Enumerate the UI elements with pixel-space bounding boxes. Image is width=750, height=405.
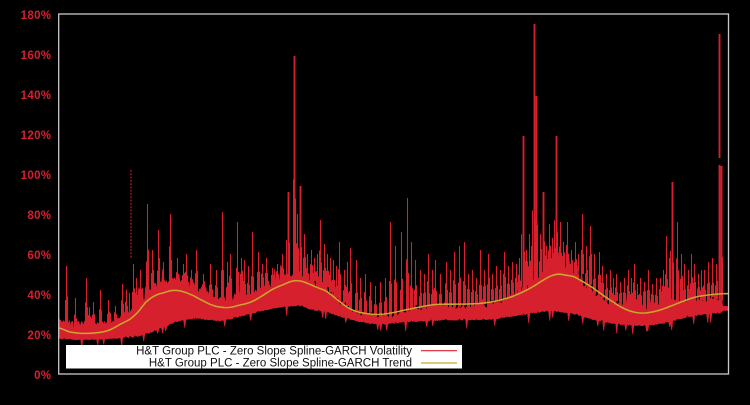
svg-text:80%: 80%	[27, 210, 51, 222]
svg-text:0%: 0%	[34, 370, 51, 382]
svg-text:40%: 40%	[27, 290, 51, 302]
svg-text:20%: 20%	[27, 330, 51, 342]
svg-text:H&T Group PLC - Zero Slope Spl: H&T Group PLC - Zero Slope Spline-GARCH …	[149, 358, 412, 370]
svg-text:100%: 100%	[21, 170, 52, 182]
svg-text:H&T Group PLC - Zero Slope Spl: H&T Group PLC - Zero Slope Spline-GARCH …	[136, 346, 412, 358]
svg-text:120%: 120%	[21, 130, 52, 142]
svg-text:140%: 140%	[21, 90, 52, 102]
svg-text:180%: 180%	[21, 10, 52, 22]
svg-text:60%: 60%	[27, 250, 51, 262]
svg-text:160%: 160%	[21, 50, 52, 62]
